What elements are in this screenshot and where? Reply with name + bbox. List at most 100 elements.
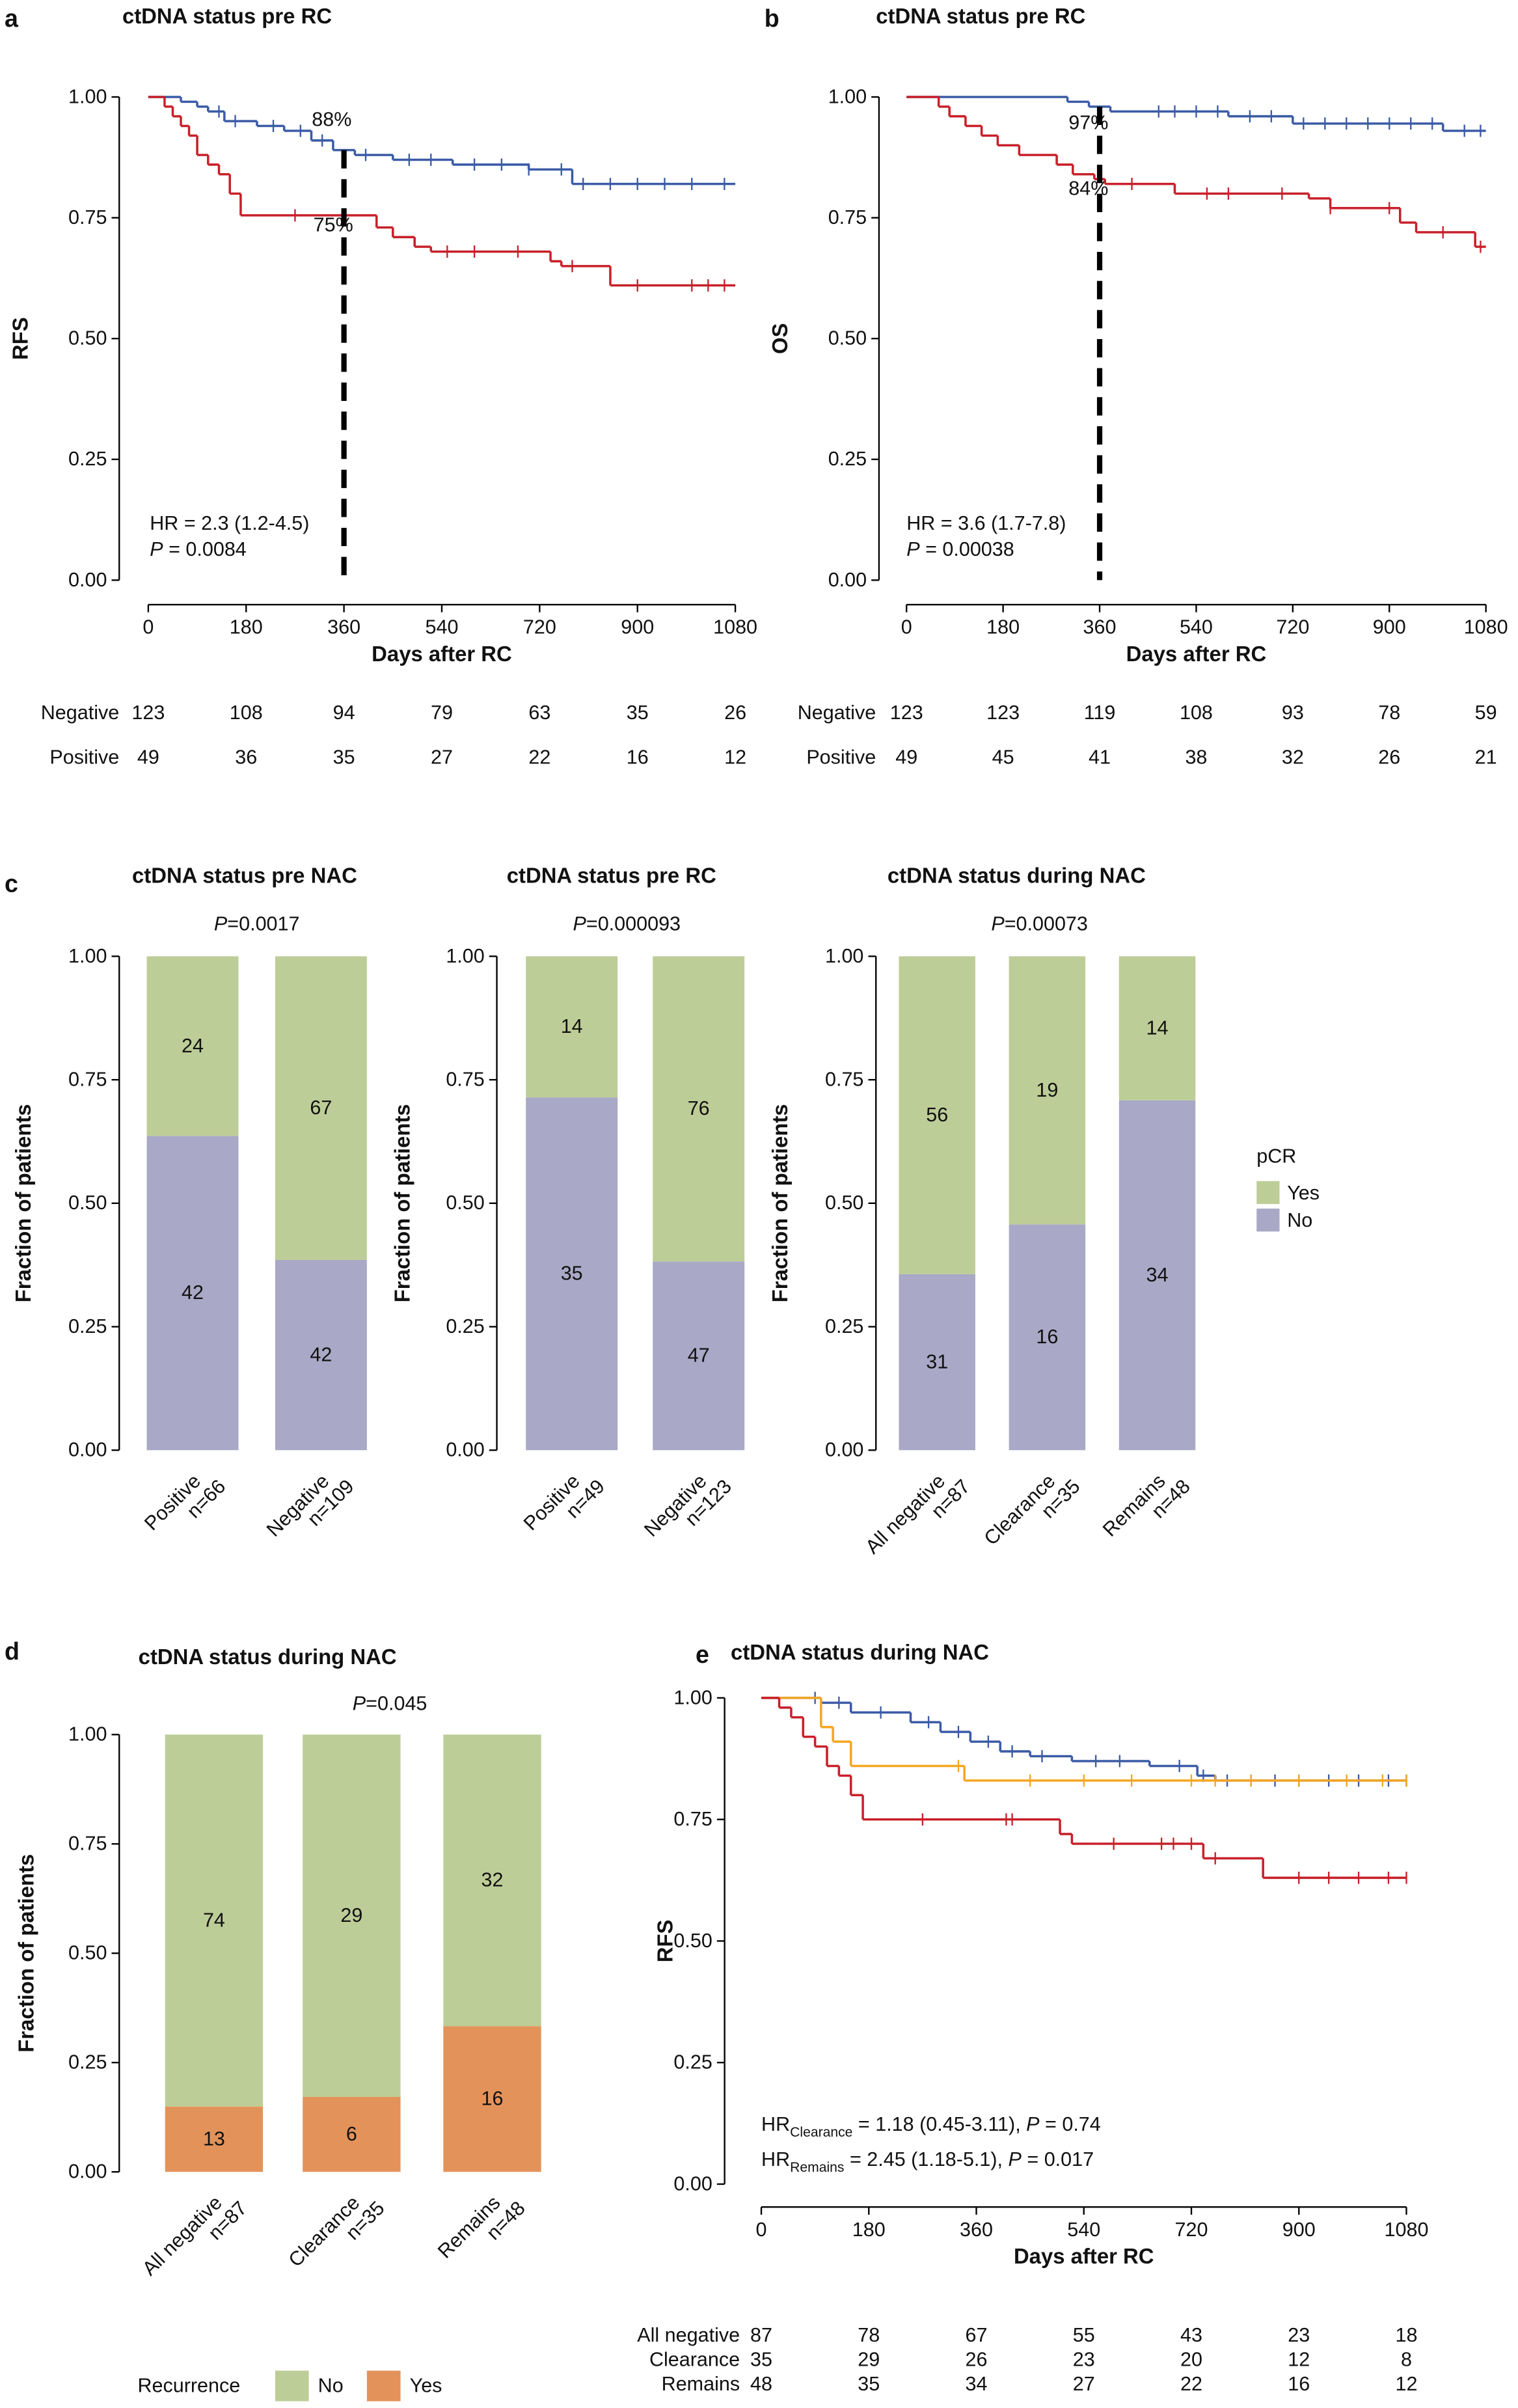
legend-swatch bbox=[1256, 1209, 1280, 1232]
risk-count: 35 bbox=[750, 2349, 772, 2371]
p-symbol: P bbox=[214, 912, 228, 935]
risk-count: 32 bbox=[1282, 746, 1304, 768]
risk-count: 8 bbox=[1401, 2349, 1412, 2371]
risk-count: 12 bbox=[1396, 2373, 1418, 2395]
risk-count: 18 bbox=[1396, 2324, 1418, 2346]
risk-count: 29 bbox=[858, 2349, 880, 2371]
bar-value-label: 16 bbox=[1036, 1326, 1058, 1348]
x-tick-label: Positiven=66 bbox=[140, 1460, 230, 1550]
bar-segment bbox=[165, 1734, 264, 2107]
bar-segment bbox=[653, 1261, 745, 1451]
y-tick-label: 0.50 bbox=[828, 327, 867, 349]
risk-count: 108 bbox=[230, 702, 263, 724]
y-tick-label: 0.25 bbox=[446, 1315, 484, 1337]
bar-value-label: 14 bbox=[1146, 1017, 1169, 1039]
hazard-ratio: HRClearance = 1.18 (0.45-3.11), P = 0.74 bbox=[761, 2113, 1101, 2140]
chart-title: ctDNA status pre RC bbox=[507, 864, 716, 888]
risk-count: 26 bbox=[724, 702, 746, 724]
bar-segment bbox=[443, 2026, 541, 2172]
risk-count: 12 bbox=[1288, 2349, 1310, 2371]
x-tick-label: Clearancen=35 bbox=[980, 1460, 1085, 1565]
risk-count: 35 bbox=[858, 2373, 880, 2395]
risk-name: All negative bbox=[637, 2324, 740, 2346]
bar-segment bbox=[275, 1259, 367, 1451]
y-axis-label: Fraction of patients bbox=[390, 1104, 414, 1302]
y-tick-label: 0.00 bbox=[673, 2172, 712, 2195]
y-tick-label: 1.00 bbox=[828, 85, 867, 107]
y-tick-label: 0.50 bbox=[68, 1942, 107, 1964]
panel-label: d bbox=[5, 1637, 20, 1665]
risk-count: 26 bbox=[1378, 746, 1400, 768]
y-tick-label: 0.75 bbox=[68, 1833, 107, 1855]
bar-value-label: 13 bbox=[203, 2128, 225, 2150]
p-value: P=0.0017 bbox=[214, 912, 300, 935]
risk-count: 21 bbox=[1475, 746, 1497, 768]
x-tick-label: Remainsn=48 bbox=[433, 2182, 529, 2277]
legend-swatch bbox=[1256, 1181, 1280, 1204]
risk-count: 23 bbox=[1073, 2349, 1095, 2371]
p-text: =0.0017 bbox=[227, 912, 299, 935]
x-axis-label: Days after RC bbox=[1014, 2244, 1154, 2268]
y-tick-label: 1.00 bbox=[68, 1723, 107, 1745]
annotation: 97% bbox=[1068, 111, 1108, 133]
x-tick-label: 0 bbox=[142, 616, 154, 638]
x-tick-label: 360 bbox=[1083, 616, 1117, 638]
y-axis-label: Fraction of patients bbox=[11, 1104, 35, 1302]
risk-count: 78 bbox=[858, 2324, 880, 2346]
legend-label: No bbox=[318, 2375, 344, 2397]
bar-value-label: 32 bbox=[481, 1869, 504, 1891]
p-symbol: P bbox=[1009, 2148, 1022, 2170]
bar-segment bbox=[1009, 956, 1086, 1225]
p-text: =0.00073 bbox=[1005, 912, 1088, 935]
y-tick-label: 1.00 bbox=[825, 945, 863, 967]
x-tick-label: 720 bbox=[1276, 616, 1309, 638]
x-tick-label: Positiven=49 bbox=[519, 1460, 609, 1550]
x-tick-label: 180 bbox=[230, 616, 263, 638]
p-symbol: P bbox=[906, 538, 920, 560]
risk-count: 27 bbox=[1073, 2373, 1095, 2395]
p-value: P=0.045 bbox=[353, 1693, 427, 1715]
bar-segment bbox=[443, 1734, 541, 2027]
bar-value-label: 74 bbox=[203, 1909, 225, 1931]
annotation: 75% bbox=[314, 214, 353, 236]
risk-count: 108 bbox=[1180, 702, 1213, 724]
bar-segment bbox=[146, 956, 239, 1136]
y-tick-label: 0.50 bbox=[825, 1192, 863, 1214]
x-tick-label: 720 bbox=[523, 616, 556, 638]
y-tick-label: 0.75 bbox=[828, 206, 867, 228]
p-text: = 0.017 bbox=[1022, 2148, 1094, 2170]
p-value: P = 0.00038 bbox=[906, 538, 1014, 560]
x-tick-label: Negativen=123 bbox=[640, 1460, 735, 1556]
risk-count: 35 bbox=[627, 702, 649, 724]
risk-name: Remains bbox=[662, 2373, 740, 2395]
bar-segment bbox=[1118, 1100, 1196, 1451]
annotation: 88% bbox=[312, 109, 351, 131]
p-symbol: P bbox=[991, 912, 1005, 935]
risk-count: 119 bbox=[1084, 702, 1116, 724]
risk-count: 94 bbox=[333, 702, 355, 724]
hr-sub: Clearance bbox=[790, 2125, 852, 2140]
risk-name: Clearance bbox=[649, 2349, 740, 2371]
chart-title: ctDNA status during NAC bbox=[139, 1645, 397, 1669]
chart-title: ctDNA status pre NAC bbox=[132, 864, 357, 888]
p-symbol: P bbox=[1026, 2113, 1040, 2135]
hazard-ratio: HR = 3.6 (1.7-7.8) bbox=[906, 512, 1066, 534]
bar-value-label: 19 bbox=[1036, 1079, 1058, 1101]
risk-count: 22 bbox=[1180, 2373, 1202, 2395]
y-tick-label: 0.50 bbox=[446, 1192, 484, 1214]
y-axis-label: Fraction of patients bbox=[14, 1854, 38, 2053]
y-tick-label: 0.50 bbox=[68, 327, 107, 349]
risk-count: 23 bbox=[1288, 2324, 1310, 2346]
risk-count: 123 bbox=[131, 702, 165, 724]
y-tick-label: 0.00 bbox=[828, 569, 867, 591]
panel-label: c bbox=[5, 870, 18, 897]
risk-count: 20 bbox=[1180, 2349, 1202, 2371]
hr-prefix: HR bbox=[761, 2148, 790, 2170]
hazard-ratio: HRRemains = 2.45 (1.18-5.1), P = 0.017 bbox=[761, 2148, 1094, 2175]
risk-count: 79 bbox=[431, 702, 453, 724]
x-tick-label: Remainsn=48 bbox=[1098, 1460, 1194, 1556]
risk-count: 35 bbox=[333, 746, 355, 768]
bar-value-label: 6 bbox=[346, 2123, 357, 2145]
x-tick-label: 180 bbox=[986, 616, 1020, 638]
